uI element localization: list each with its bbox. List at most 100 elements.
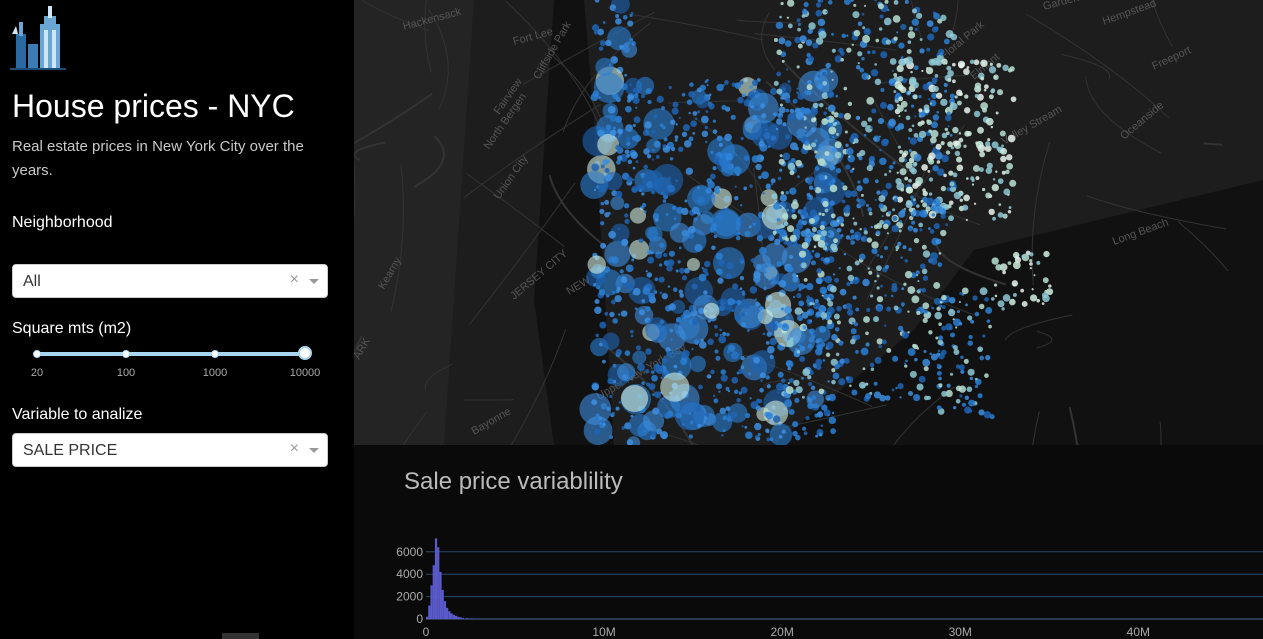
price-point	[797, 27, 801, 32]
price-point	[931, 92, 938, 99]
price-point	[965, 303, 968, 307]
price-point	[813, 302, 821, 310]
roads	[354, 0, 1229, 445]
price-point	[782, 122, 787, 127]
price-point	[822, 328, 827, 332]
price-point	[917, 280, 920, 283]
neighborhood-dropdown[interactable]: All ×	[12, 264, 328, 298]
price-point	[930, 129, 939, 138]
price-point	[698, 384, 703, 390]
price-point	[926, 197, 934, 205]
price-point	[823, 111, 827, 116]
histogram-bar	[437, 547, 440, 619]
price-point	[944, 127, 949, 132]
price-map[interactable]: Hackensack Fort Lee Cliffside Park Fairview…	[354, 0, 1263, 445]
footer-tab[interactable]	[222, 633, 259, 639]
price-point	[901, 287, 905, 291]
price-point	[906, 199, 912, 206]
price-point	[980, 102, 989, 110]
price-point	[707, 180, 715, 189]
road	[466, 173, 565, 248]
neighborhood-clear-icon[interactable]: ×	[289, 271, 299, 288]
variable-dropdown[interactable]: SALE PRICE ×	[12, 433, 328, 467]
price-point	[662, 199, 667, 203]
histogram-chart[interactable]: 0 10M 20M 30M 40M 0 2000 4000 6000	[354, 525, 1263, 639]
variable-clear-icon[interactable]: ×	[289, 440, 299, 457]
price-point	[595, 333, 599, 338]
slider-mark-20	[33, 350, 41, 358]
slider-mark-1000	[211, 350, 219, 358]
price-point	[858, 156, 863, 161]
price-point	[601, 420, 604, 424]
price-point	[901, 152, 907, 158]
price-point	[908, 207, 914, 213]
price-point	[738, 368, 744, 375]
price-point	[944, 109, 948, 113]
price-point	[645, 306, 651, 312]
price-point	[687, 184, 716, 213]
price-point	[809, 302, 813, 306]
price-point	[919, 48, 925, 54]
price-point	[814, 299, 819, 303]
price-point	[984, 145, 992, 153]
price-point	[807, 343, 813, 349]
chevron-down-icon[interactable]	[309, 279, 319, 284]
histogram-bar	[428, 605, 431, 619]
price-point	[786, 68, 789, 71]
price-point	[964, 107, 971, 114]
price-point	[675, 412, 682, 419]
price-point	[632, 87, 637, 93]
price-point	[912, 198, 916, 202]
price-point	[989, 414, 995, 420]
price-point	[681, 275, 688, 281]
price-point	[947, 204, 952, 209]
slider-handle-max[interactable]	[298, 346, 312, 360]
price-point	[936, 160, 941, 164]
price-point	[928, 152, 936, 160]
price-point	[792, 98, 798, 104]
price-point	[631, 135, 637, 141]
price-point	[884, 264, 890, 269]
price-point	[803, 277, 808, 282]
price-point	[879, 394, 886, 402]
price-point	[629, 13, 633, 18]
price-point	[1021, 254, 1026, 259]
price-point	[591, 163, 600, 172]
price-point	[893, 0, 899, 5]
histogram-bar	[454, 615, 458, 619]
price-point	[780, 1, 784, 6]
price-point	[637, 363, 645, 371]
price-point	[794, 307, 803, 316]
price-point	[700, 338, 704, 343]
price-point	[610, 223, 630, 243]
price-point	[884, 0, 889, 4]
price-point	[714, 324, 718, 329]
price-point	[817, 84, 823, 90]
price-point	[661, 106, 665, 111]
price-point	[639, 173, 643, 176]
price-point	[776, 71, 782, 77]
price-point	[999, 263, 1008, 272]
price-point	[645, 317, 669, 342]
price-point	[927, 227, 931, 230]
price-point	[829, 285, 837, 293]
nj-land	[354, 0, 474, 445]
price-point	[739, 80, 744, 85]
price-point	[822, 80, 828, 86]
price-point	[627, 20, 634, 27]
price-point	[602, 332, 620, 350]
price-point	[796, 91, 800, 95]
price-point	[892, 355, 899, 362]
ocean	[774, 180, 1263, 445]
price-point	[827, 380, 830, 383]
road	[361, 0, 430, 31]
price-point	[1007, 210, 1012, 214]
price-point	[784, 306, 792, 314]
square-mts-slider-track[interactable]	[37, 352, 305, 356]
price-point	[788, 377, 794, 384]
price-point	[933, 223, 940, 230]
chevron-down-icon[interactable]	[309, 448, 319, 453]
price-point	[802, 325, 807, 330]
price-point	[804, 140, 810, 146]
